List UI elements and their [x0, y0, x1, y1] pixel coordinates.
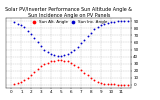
Sun Alt. Angle: [23, 80, 26, 81]
Sun Alt. Angle: [97, 81, 100, 82]
Sun Alt. Angle: [87, 75, 90, 76]
Sun Alt. Angle: [70, 62, 73, 64]
Sun Inc. Angle: [47, 52, 50, 53]
Sun Alt. Angle: [110, 84, 112, 85]
Sun Alt. Angle: [37, 68, 40, 70]
Sun Inc. Angle: [113, 21, 116, 23]
Sun Inc. Angle: [100, 24, 103, 26]
Sun Inc. Angle: [13, 21, 16, 23]
Sun Alt. Angle: [73, 64, 76, 66]
Sun Alt. Angle: [127, 84, 129, 85]
Title: Solar PV/Inverter Performance Sun Altitude Angle & Sun Incidence Angle on PV Pan: Solar PV/Inverter Performance Sun Altitu…: [5, 7, 132, 18]
Sun Inc. Angle: [103, 23, 106, 24]
Sun Inc. Angle: [93, 28, 96, 30]
Sun Alt. Angle: [90, 77, 92, 79]
Sun Inc. Angle: [77, 46, 80, 47]
Sun Alt. Angle: [67, 61, 70, 62]
Sun Inc. Angle: [60, 55, 63, 57]
Sun Inc. Angle: [87, 35, 90, 37]
Sun Alt. Angle: [93, 80, 96, 81]
Sun Alt. Angle: [83, 72, 86, 73]
Sun Alt. Angle: [20, 81, 23, 82]
Sun Alt. Angle: [103, 83, 106, 85]
Sun Inc. Angle: [73, 49, 76, 50]
Sun Alt. Angle: [43, 63, 46, 65]
Legend: Sun Alt. Angle, Sun Inc. Angle: Sun Alt. Angle, Sun Inc. Angle: [30, 20, 108, 25]
Sun Inc. Angle: [27, 30, 30, 31]
Sun Inc. Angle: [23, 26, 26, 28]
Sun Alt. Angle: [100, 82, 103, 84]
Sun Alt. Angle: [63, 60, 66, 62]
Sun Inc. Angle: [80, 42, 83, 44]
Sun Inc. Angle: [37, 41, 40, 43]
Sun Alt. Angle: [123, 84, 125, 85]
Sun Inc. Angle: [50, 54, 53, 55]
Sun Alt. Angle: [27, 77, 30, 78]
Sun Inc. Angle: [117, 21, 120, 22]
Sun Inc. Angle: [57, 55, 60, 57]
Sun Inc. Angle: [120, 21, 123, 22]
Sun Alt. Angle: [47, 62, 50, 64]
Sun Alt. Angle: [17, 82, 20, 84]
Sun Inc. Angle: [90, 32, 92, 34]
Sun Alt. Angle: [80, 69, 83, 71]
Sun Inc. Angle: [20, 24, 23, 26]
Sun Inc. Angle: [110, 21, 112, 23]
Sun Inc. Angle: [123, 21, 125, 22]
Sun Inc. Angle: [70, 52, 73, 53]
Sun Alt. Angle: [50, 61, 53, 62]
Sun Alt. Angle: [113, 84, 116, 85]
Sun Alt. Angle: [53, 60, 56, 62]
Sun Inc. Angle: [127, 21, 129, 22]
Sun Alt. Angle: [33, 71, 36, 73]
Sun Inc. Angle: [53, 54, 56, 56]
Sun Inc. Angle: [33, 37, 36, 38]
Sun Alt. Angle: [40, 66, 43, 67]
Sun Inc. Angle: [43, 49, 46, 50]
Sun Alt. Angle: [60, 59, 63, 61]
Sun Inc. Angle: [83, 39, 86, 40]
Sun Alt. Angle: [57, 59, 60, 61]
Sun Inc. Angle: [17, 23, 20, 24]
Sun Inc. Angle: [107, 22, 109, 24]
Sun Alt. Angle: [120, 84, 123, 85]
Sun Inc. Angle: [97, 26, 100, 28]
Sun Inc. Angle: [63, 54, 66, 56]
Sun Alt. Angle: [30, 74, 33, 76]
Sun Alt. Angle: [117, 84, 120, 85]
Sun Alt. Angle: [107, 83, 109, 85]
Sun Alt. Angle: [77, 66, 80, 68]
Sun Inc. Angle: [40, 45, 43, 47]
Sun Inc. Angle: [30, 33, 33, 35]
Sun Inc. Angle: [67, 54, 70, 55]
Sun Alt. Angle: [13, 83, 16, 85]
